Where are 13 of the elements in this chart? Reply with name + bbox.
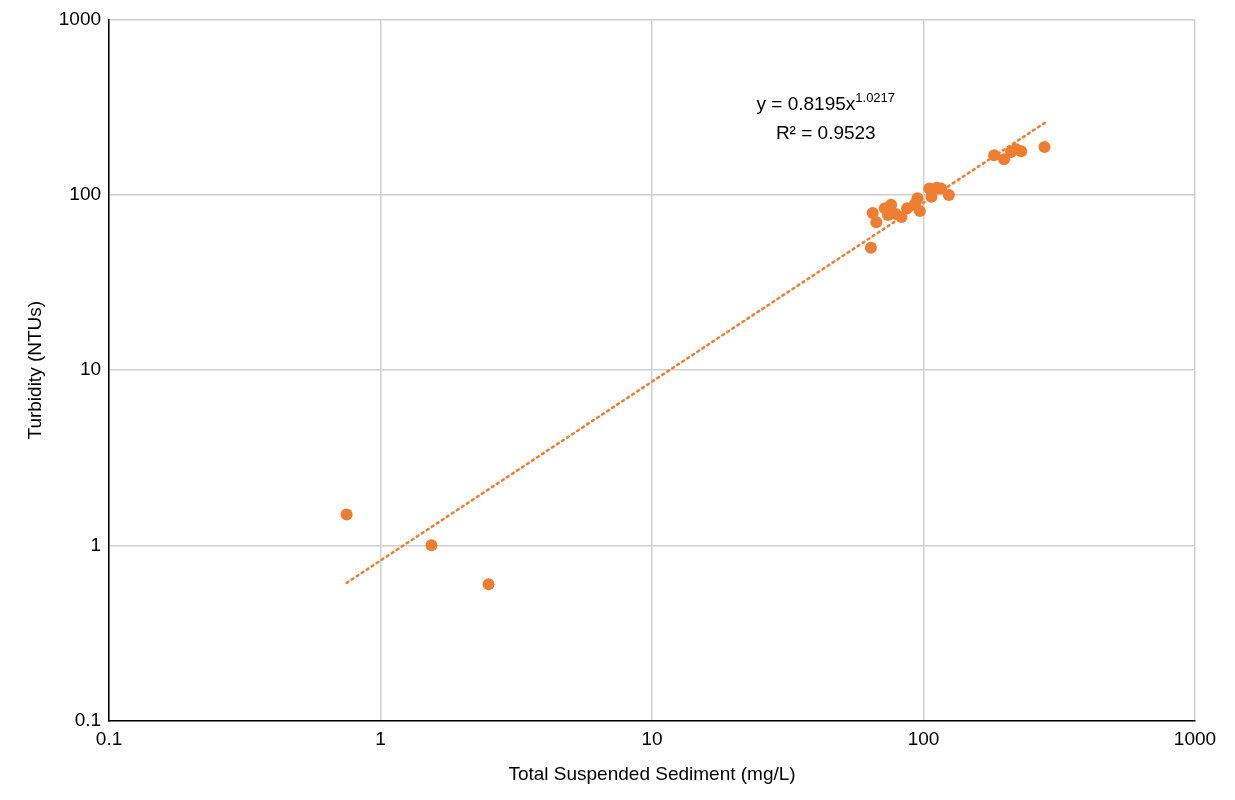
x-tick-label: 0.1	[95, 728, 123, 750]
y-tick-label: 0.1	[74, 708, 102, 730]
y-axis-title: Turbidity (NTUs)	[23, 300, 45, 440]
y-tick-label: 10	[79, 358, 102, 380]
x-tick-label: 100	[907, 728, 940, 750]
annotation: R² = 0.9523	[775, 122, 876, 143]
y-tick-label: 1	[90, 533, 102, 555]
y-tick-label: 1000	[58, 8, 102, 30]
x-tick-label: 1000	[1173, 728, 1217, 750]
x-tick-label: 10	[641, 728, 663, 750]
y-tick-label: 100	[69, 183, 102, 205]
x-axis-title: Total Suspended Sediment (mg/L)	[508, 762, 796, 784]
x-tick-label: 1	[375, 728, 386, 750]
